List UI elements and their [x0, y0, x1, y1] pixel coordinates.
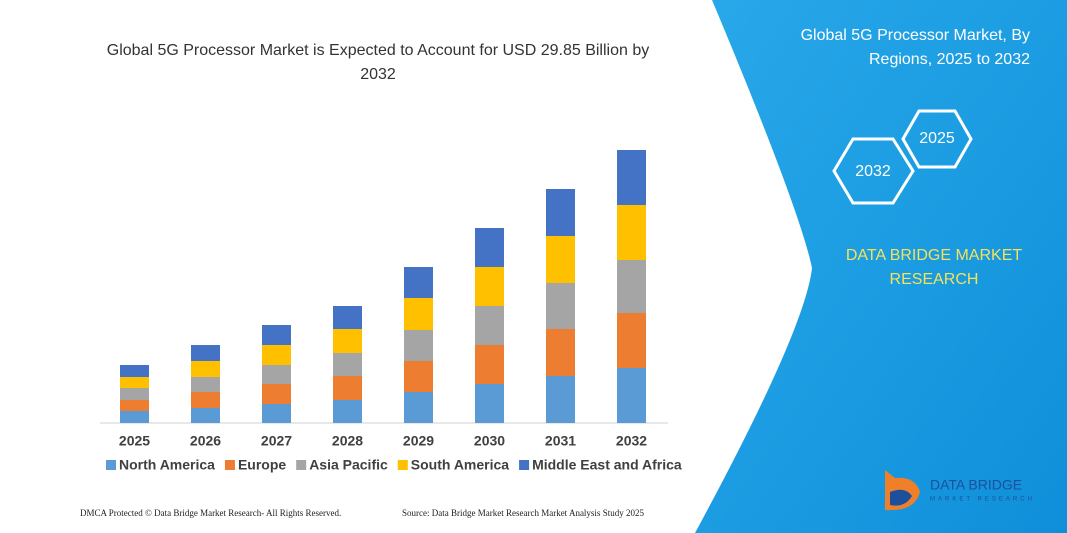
bar-segment: [617, 313, 646, 368]
bar-segment: [475, 306, 504, 345]
bar-segment: [120, 400, 149, 411]
legend-swatch: [296, 460, 307, 470]
bar-segment: [546, 376, 575, 423]
x-tick-label: 2029: [403, 433, 434, 449]
chart-title: Global 5G Processor Market is Expected t…: [107, 42, 649, 59]
bar-segment: [120, 388, 149, 400]
bar-segment: [333, 376, 362, 400]
bar-segment: [333, 306, 362, 329]
bar-segment: [191, 361, 220, 377]
legend-swatch: [397, 460, 408, 470]
x-tick-label: 2032: [616, 433, 647, 449]
bar-segment: [546, 236, 575, 283]
footer-text: DMCA Protected © Data Bridge Market Rese…: [80, 508, 341, 518]
bar-segment: [404, 330, 433, 361]
brand-text: RESEARCH: [890, 271, 979, 288]
bar-segment: [262, 345, 291, 365]
bar-segment: [120, 377, 149, 388]
chart-title: 2032: [360, 66, 396, 83]
bar-segment: [546, 189, 575, 236]
bar-segment: [475, 228, 504, 267]
x-tick-label: 2026: [190, 433, 221, 449]
footer-text: Source: Data Bridge Market Research Mark…: [402, 508, 644, 518]
legend-label: Middle East and Africa: [532, 457, 682, 473]
bar-segment: [475, 345, 504, 384]
hexagon: [832, 137, 915, 205]
bar-segment: [191, 345, 220, 361]
bar-segment: [333, 329, 362, 353]
brand-text: DATA BRIDGE MARKET: [846, 247, 1023, 264]
bar-segment: [404, 298, 433, 330]
x-tick-label: 2030: [474, 433, 505, 449]
bar-segment: [191, 392, 220, 408]
legend-swatch: [106, 460, 116, 470]
hexagon-label: 2025: [919, 130, 955, 147]
bar-segment: [617, 150, 646, 205]
bar-segment: [333, 400, 362, 423]
x-tick-label: 2027: [261, 433, 292, 449]
legend-label: North America: [119, 457, 215, 473]
x-tick-label: 2031: [545, 433, 576, 449]
bar-segment: [191, 408, 220, 423]
bar-segment: [262, 404, 291, 423]
hexagon: [901, 109, 973, 169]
bar-segment: [262, 325, 291, 345]
logo-name: DATA BRIDGE: [930, 477, 1022, 493]
bar-segment: [617, 205, 646, 260]
legend-swatch: [224, 460, 235, 470]
bar-segment: [475, 267, 504, 306]
bar-segment: [546, 283, 575, 329]
legend-swatch: [519, 460, 530, 470]
legend-label: Europe: [238, 457, 286, 473]
logo-mark: [890, 489, 912, 506]
bar-segment: [617, 368, 646, 423]
x-tick-label: 2028: [332, 433, 363, 449]
bar-segment: [404, 392, 433, 423]
x-tick-label: 2025: [119, 433, 150, 449]
bar-segment: [617, 260, 646, 313]
bar-segment: [120, 411, 149, 423]
panel-title: Regions, 2025 to 2032: [869, 51, 1030, 68]
bar-segment: [404, 267, 433, 298]
bar-segment: [333, 353, 362, 376]
bar-segment: [262, 365, 291, 384]
hexagon-label: 2032: [855, 163, 891, 180]
bar-segment: [404, 361, 433, 392]
bar-segment: [120, 365, 149, 377]
bar-segment: [262, 384, 291, 404]
bar-segment: [546, 329, 575, 376]
legend-label: Asia Pacific: [309, 457, 388, 473]
side-panel: [695, 0, 1067, 533]
logo-tagline: MARKET RESEARCH: [930, 497, 1035, 503]
panel-title: Global 5G Processor Market, By: [801, 27, 1030, 44]
bar-segment: [475, 384, 504, 423]
bar-segment: [191, 377, 220, 392]
legend-label: South America: [411, 457, 509, 473]
